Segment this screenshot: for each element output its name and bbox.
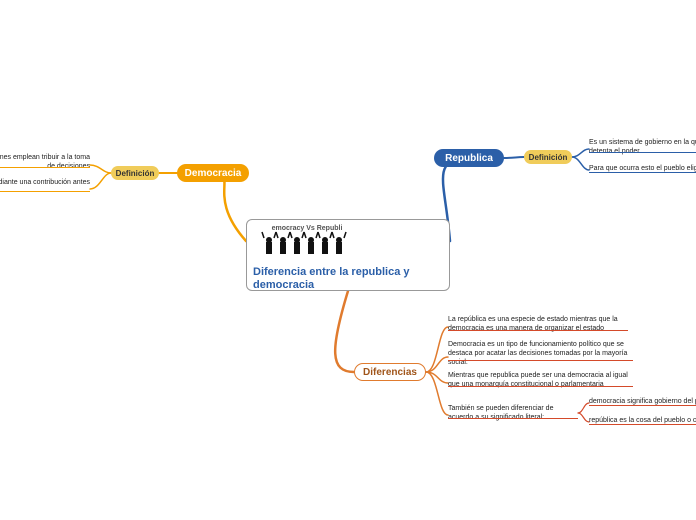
subnode-def-rep[interactable]: Definición (524, 150, 572, 164)
leaf-text: dadanos son quienes emplean tribuir a la… (0, 154, 90, 172)
leaf-text: Es un sistema de gobierno en la que el p… (589, 139, 696, 157)
branch-label: Republica (445, 153, 493, 164)
branch-label: Democracia (185, 168, 242, 179)
central-node: emocracy Vs Republi Diferencia entre la r… (246, 219, 450, 291)
leaf-text: Democracia es un tipo de funcionamiento … (448, 341, 633, 367)
subnode-def-dem[interactable]: Definición (111, 166, 159, 180)
leaf-text: rlo mediante una contribución antes (0, 179, 90, 188)
branch-republica[interactable]: Republica (434, 149, 504, 167)
leaf-text: También se pueden diferenciar de acuerdo… (448, 405, 578, 423)
central-image: emocracy Vs Republi (253, 226, 443, 262)
branch-democracia[interactable]: Democracia (177, 164, 249, 182)
branch-diferencias[interactable]: Diferencias (354, 363, 426, 381)
branch-label: Diferencias (363, 367, 417, 378)
subnode-label: Definición (116, 169, 155, 178)
central-title: Diferencia entre la republica y democrac… (253, 266, 443, 291)
subnode-label: Definición (529, 153, 568, 162)
svg-text:emocracy Vs Republi: emocracy Vs Republi (272, 225, 343, 232)
